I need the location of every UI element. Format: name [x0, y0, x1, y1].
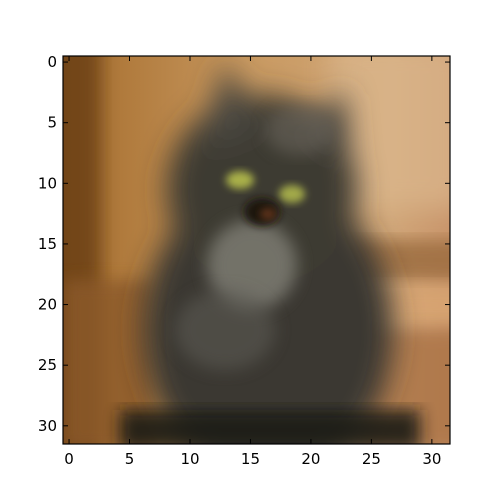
- y-tick-label: 20: [38, 296, 57, 314]
- x-axis: 0 5 10 15 20 25 30: [64, 56, 441, 468]
- y-tick-label: 15: [38, 235, 57, 253]
- y-tick-label: 25: [38, 356, 57, 374]
- y-tick-label: 30: [38, 417, 57, 435]
- y-tick-label: 0: [47, 53, 57, 71]
- cat-photo-image: [63, 56, 450, 444]
- x-tick-label: 0: [64, 450, 74, 468]
- x-tick-label: 10: [180, 450, 199, 468]
- x-tick-label: 15: [241, 450, 260, 468]
- x-tick-label: 20: [301, 450, 320, 468]
- x-tick-label: 5: [125, 450, 135, 468]
- y-tick-label: 10: [38, 174, 57, 192]
- y-tick-label: 5: [47, 114, 57, 132]
- x-tick-label: 30: [422, 450, 441, 468]
- axes-frame: [62, 55, 451, 445]
- y-axis: 0 5 10 15 20 25 30: [38, 53, 450, 435]
- x-tick-label: 25: [362, 450, 381, 468]
